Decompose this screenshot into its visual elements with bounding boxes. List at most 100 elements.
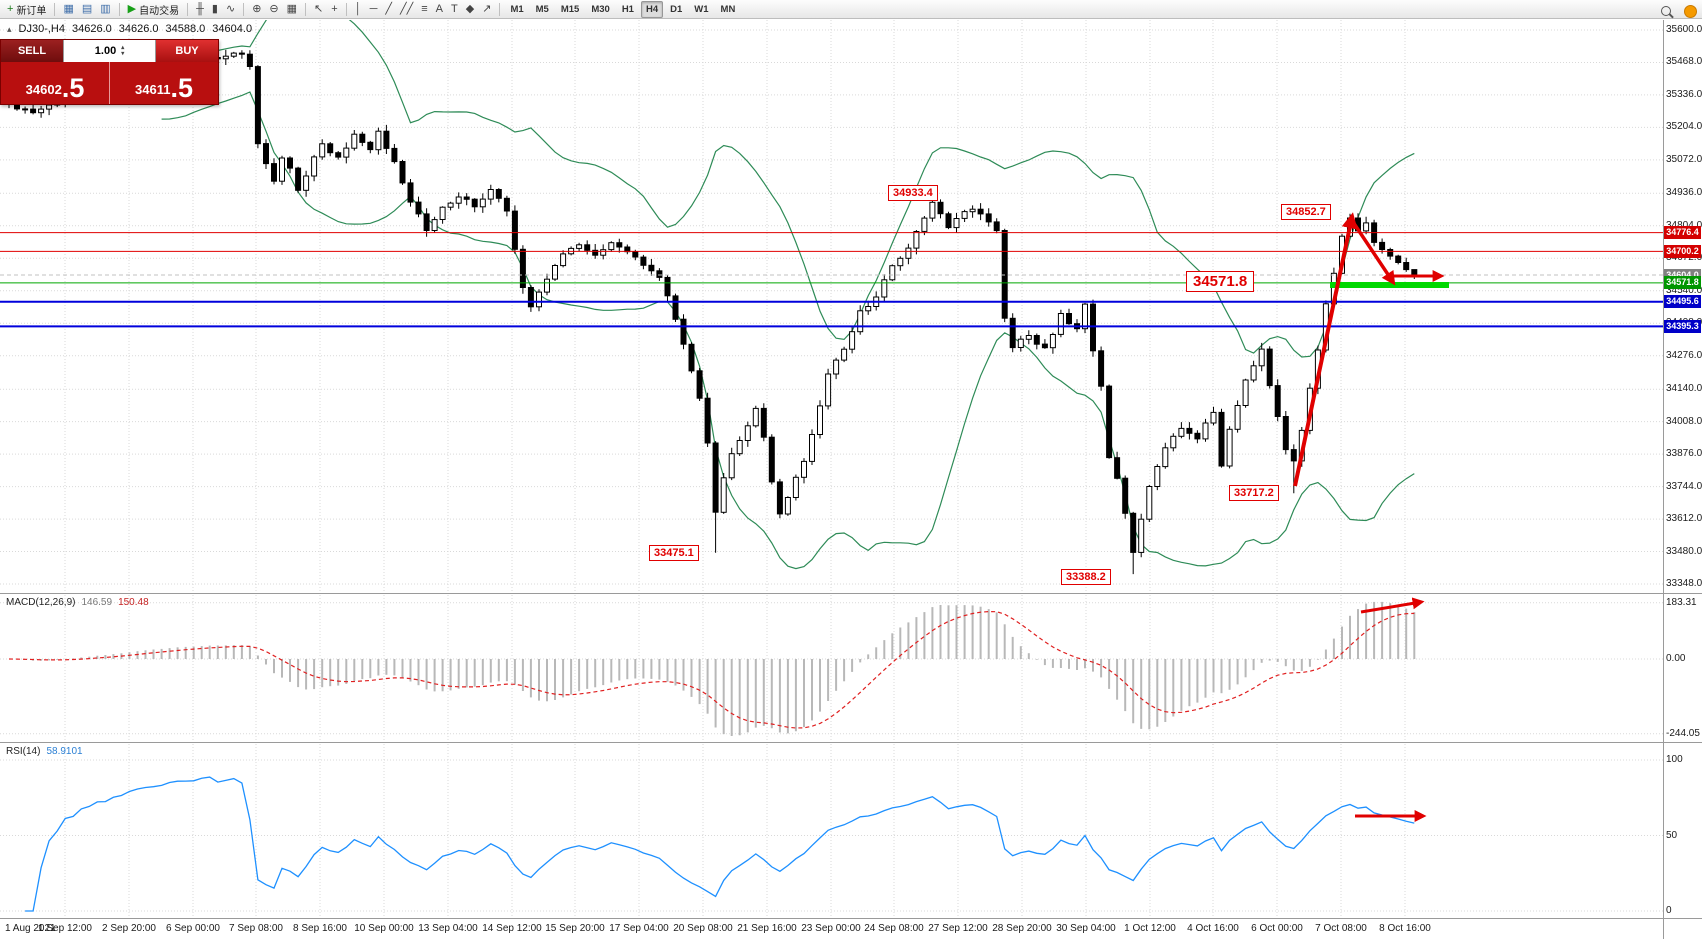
- volume-increase-icon[interactable]: ▴: [121, 45, 125, 51]
- arrow-tool-icon: ↗: [482, 2, 492, 15]
- trendline-icon[interactable]: ╱: [381, 0, 396, 18]
- rsi-panel: [0, 759, 1663, 912]
- time-axis-label: 20 Sep 08:00: [673, 923, 733, 934]
- timeframe-w1-button[interactable]: W1: [694, 3, 709, 15]
- new-order-button[interactable]: + 新订单: [3, 0, 50, 18]
- horizontal-line-icon[interactable]: ─: [366, 0, 382, 18]
- sell-price-fraction: .5: [61, 73, 85, 104]
- price-axis-tick: 33612.0: [1666, 513, 1702, 525]
- panel-borders: [0, 20, 1702, 939]
- rsi-axis-label: 0: [1666, 905, 1672, 916]
- timeframe-mn-button[interactable]: MN: [720, 3, 736, 15]
- timeframe-m15-button[interactable]: M15: [560, 3, 580, 15]
- collapse-arrow-icon[interactable]: ▴: [7, 23, 12, 34]
- price-level-tag: 34700.2: [1664, 244, 1701, 258]
- price-axis-tick: 34936.0: [1666, 187, 1702, 199]
- bar-chart-icon[interactable]: ╫: [192, 0, 208, 18]
- price-annotation[interactable]: 34852.7: [1281, 204, 1331, 220]
- volume-spinner[interactable]: ▴ ▾: [121, 45, 124, 57]
- timeframe-d1-button[interactable]: D1: [670, 3, 683, 15]
- low-value: 34588.0: [165, 23, 206, 35]
- volume-decrease-icon[interactable]: ▾: [121, 51, 125, 57]
- rally-up-arrow: [1293, 212, 1358, 487]
- toolbar-separator: [499, 2, 501, 16]
- rsi-axis-label: 50: [1666, 829, 1678, 841]
- time-axis-label: 2 Sep 20:00: [102, 923, 156, 934]
- timeframe-m30-button[interactable]: M30: [591, 3, 610, 15]
- price-level-tag: 34495.6: [1664, 295, 1701, 309]
- data-window-icon: ▥: [100, 2, 111, 15]
- bar-chart-icon: ╫: [196, 2, 204, 15]
- timeframe-m1-button[interactable]: M1: [510, 3, 524, 15]
- text-icon[interactable]: A: [432, 0, 447, 18]
- price-axis-tick: 34804.0: [1666, 220, 1702, 231]
- notification-badge-icon[interactable]: [1684, 4, 1697, 18]
- autotrading-button[interactable]: ▶ 自动交易: [124, 0, 183, 18]
- buy-button[interactable]: BUY: [156, 40, 218, 62]
- price-annotation[interactable]: 34933.4: [888, 185, 938, 201]
- drawn-objects: [1293, 212, 1449, 822]
- text-icon: A: [435, 2, 444, 15]
- price-axis-tick: 35072.0: [1666, 153, 1702, 165]
- data-window-icon[interactable]: ▥: [96, 0, 114, 18]
- buy-price-fraction: .5: [170, 73, 193, 104]
- toolbar-separator: [305, 2, 307, 16]
- zoom-in-icon[interactable]: ⊕: [248, 0, 265, 18]
- crosshair-icon[interactable]: +: [327, 0, 341, 18]
- time-axis-label: 8 Oct 16:00: [1379, 923, 1431, 934]
- horizontal-line-icon: ─: [369, 2, 378, 15]
- price-annotation[interactable]: 33388.2: [1061, 569, 1111, 585]
- price-annotation[interactable]: 33475.1: [649, 545, 699, 561]
- search-icon[interactable]: [1657, 2, 1675, 20]
- profiles-icon[interactable]: ▤: [78, 0, 96, 18]
- rsi-value: 58.9101: [46, 746, 83, 757]
- candlestick-icon[interactable]: ▮: [208, 0, 222, 18]
- label-icon[interactable]: T: [447, 0, 462, 18]
- price-axis-tick: 34276.0: [1666, 349, 1702, 361]
- price-annotation[interactable]: 33717.2: [1229, 485, 1279, 501]
- time-axis-label: 28 Sep 20:00: [992, 923, 1052, 934]
- price-annotation[interactable]: 34571.8: [1186, 271, 1255, 292]
- buy-price[interactable]: 34611.5: [110, 62, 218, 104]
- time-axis-label: 23 Sep 00:00: [801, 923, 861, 934]
- line-chart-icon: ∿: [225, 2, 236, 15]
- price-level-tag: 34776.4: [1664, 226, 1701, 240]
- level-lines: [0, 232, 1663, 328]
- label-icon: T: [451, 2, 458, 15]
- timeframe-h1-button[interactable]: H1: [621, 3, 634, 15]
- sell-button[interactable]: SELL: [1, 40, 63, 62]
- fibonacci-icon[interactable]: ≡: [417, 0, 431, 18]
- time-axis-label: 1 Oct 12:00: [1124, 923, 1176, 934]
- timeframe-h4-button[interactable]: H4: [640, 0, 664, 18]
- timeframe-m5-button[interactable]: M5: [535, 3, 549, 15]
- tile-windows-icon[interactable]: ▦: [283, 0, 301, 18]
- sell-price-main: 34602: [25, 82, 62, 97]
- time-axis-label: 24 Sep 08:00: [864, 923, 924, 934]
- price-axis-tick: 35336.0: [1666, 88, 1702, 100]
- pullback-down-arrow: [1351, 221, 1396, 286]
- volume-value: 1.00: [94, 45, 117, 57]
- time-axis-label: 6 Sep 00:00: [166, 923, 220, 934]
- zoom-out-icon: ⊖: [269, 2, 279, 15]
- grid-layer: [0, 20, 1663, 917]
- cursor-icon[interactable]: ↖: [310, 0, 327, 18]
- price-level-tag: 34395.3: [1664, 319, 1701, 333]
- shapes-icon[interactable]: ◆: [462, 0, 478, 18]
- macd-axis-label: 183.31: [1666, 596, 1697, 608]
- vertical-line-icon: │: [354, 2, 362, 15]
- volume-input[interactable]: 1.00 ▴ ▾: [63, 40, 156, 62]
- zoom-out-icon[interactable]: ⊖: [265, 0, 282, 18]
- line-chart-icon[interactable]: ∿: [222, 0, 239, 18]
- macd-title: MACD(12,26,9): [6, 597, 76, 608]
- buy-price-main: 34611: [135, 82, 171, 97]
- time-axis-label: 8 Sep 16:00: [293, 923, 347, 934]
- sell-price[interactable]: 34602.5: [1, 62, 110, 104]
- toolbar-separator: [118, 2, 120, 16]
- time-axis-label: 7 Sep 08:00: [229, 923, 283, 934]
- channel-icon[interactable]: ╱╱: [396, 0, 417, 18]
- chart-window-icon[interactable]: ▦: [59, 0, 77, 18]
- vertical-line-icon[interactable]: │: [351, 0, 366, 18]
- arrow-tool-icon[interactable]: ↗: [478, 0, 495, 18]
